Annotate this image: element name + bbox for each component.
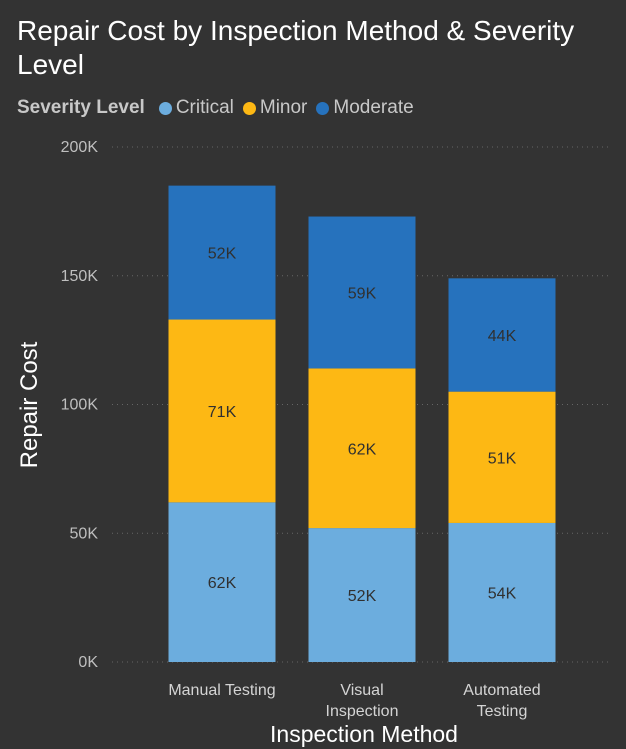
data-labels: 62K 71K 52K 52K 62K 59K 54K 51K 44K xyxy=(208,246,517,605)
data-label-automated-testing-minor: 51K xyxy=(488,450,517,467)
bars xyxy=(168,185,556,662)
data-label-visual-inspection-critical: 52K xyxy=(348,588,377,605)
y-tick-label: 150K xyxy=(61,268,99,285)
data-label-manual-testing-minor: 71K xyxy=(208,404,237,421)
legend-swatch-critical xyxy=(158,101,172,115)
bar-automated-testing-minor[interactable] xyxy=(448,391,556,523)
bar-automated-testing-moderate[interactable] xyxy=(448,278,556,392)
bar-visual-inspection-minor[interactable] xyxy=(308,368,416,529)
legend: Severity Level Critical Minor Moderate xyxy=(17,96,423,120)
bar-manual-testing-minor[interactable] xyxy=(168,319,276,503)
legend-swatch-minor xyxy=(242,101,256,115)
data-label-automated-testing-moderate: 44K xyxy=(488,328,517,345)
legend-item-minor[interactable]: Minor xyxy=(242,97,308,119)
x-tick-label-manual-testing: Manual Testing xyxy=(168,682,275,699)
x-axis-ticks: Manual Testing Visual Inspection Automated T… xyxy=(168,682,540,720)
legend-item-moderate[interactable]: Moderate xyxy=(316,97,414,119)
legend-label-critical: Critical xyxy=(175,97,234,118)
y-tick-label: 0K xyxy=(78,654,98,671)
legend-label-moderate: Moderate xyxy=(333,97,414,118)
y-axis-label: Repair Cost xyxy=(16,341,43,468)
legend-label-minor: Minor xyxy=(259,97,308,118)
bar-visual-inspection-moderate[interactable] xyxy=(308,216,416,369)
legend-item-critical[interactable]: Critical xyxy=(158,97,234,119)
x-tick-label-automated-testing: Automated Testing xyxy=(463,682,540,720)
bar-visual-inspection-critical[interactable] xyxy=(308,528,416,662)
y-axis-ticks: 0K 50K 100K 150K 200K xyxy=(61,139,99,671)
chart-title: Repair Cost by Inspection Method & Sever… xyxy=(17,15,575,80)
data-label-automated-testing-critical: 54K xyxy=(488,585,517,602)
y-tick-label: 100K xyxy=(61,397,99,414)
bar-manual-testing-critical[interactable] xyxy=(168,502,276,662)
data-label-visual-inspection-moderate: 59K xyxy=(348,285,377,302)
legend-swatch-moderate xyxy=(316,101,330,115)
x-axis-label: Inspection Method xyxy=(270,721,458,747)
bar-automated-testing-critical[interactable] xyxy=(448,522,556,662)
data-label-manual-testing-critical: 62K xyxy=(208,575,237,592)
legend-title: Severity Level xyxy=(17,97,145,118)
y-tick-label: 50K xyxy=(70,525,99,542)
x-tick-label-visual-inspection: Visual Inspection xyxy=(326,682,399,720)
data-label-visual-inspection-minor: 62K xyxy=(348,441,377,458)
bar-manual-testing-moderate[interactable] xyxy=(168,185,276,320)
data-label-manual-testing-moderate: 52K xyxy=(208,246,237,263)
y-tick-label: 200K xyxy=(61,139,99,156)
